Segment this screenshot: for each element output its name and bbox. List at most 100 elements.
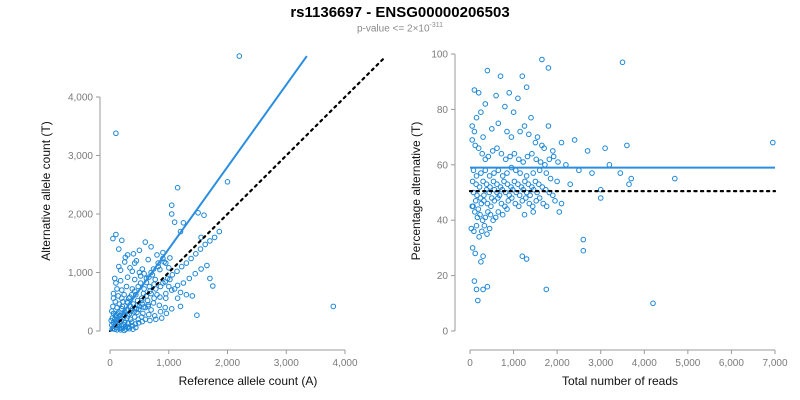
data-point [112, 313, 119, 319]
data-point [521, 123, 528, 129]
data-point [145, 256, 151, 263]
data-point [198, 266, 204, 272]
data-point [186, 275, 193, 282]
x-axis-label: Total number of reads [562, 374, 678, 388]
data-point [174, 184, 181, 191]
data-point [156, 302, 163, 309]
data-point [121, 259, 128, 265]
data-point [147, 317, 153, 324]
data-point [508, 134, 515, 140]
data-point [469, 178, 476, 185]
data-point [477, 211, 483, 218]
x-tick-label: 2,000 [545, 358, 570, 369]
data-point [142, 239, 149, 245]
data-point [497, 73, 504, 79]
data-point [473, 173, 480, 179]
data-point [201, 212, 207, 218]
data-point [528, 114, 534, 121]
data-point [137, 280, 144, 286]
data-point [494, 145, 500, 151]
x-axis-label: Reference allele count (A) [179, 374, 318, 388]
chart-title: rs1136697 - ENSG00000206503 [290, 4, 510, 21]
data-point [475, 90, 482, 96]
data-point [498, 150, 505, 157]
data-point [124, 299, 130, 305]
data-point [171, 286, 178, 292]
y-tick-label: 40 [437, 216, 449, 227]
data-point [148, 244, 154, 250]
data-point [131, 260, 138, 266]
data-point [481, 192, 487, 199]
data-point [571, 137, 578, 143]
data-point [470, 203, 476, 210]
data-point [472, 142, 479, 149]
data-point [108, 317, 114, 324]
data-point [507, 153, 513, 160]
data-point [207, 238, 213, 244]
data-point [114, 286, 120, 292]
data-point [161, 259, 167, 265]
data-point [495, 209, 502, 215]
data-point [475, 145, 482, 151]
data-point [482, 214, 489, 221]
data-point [122, 254, 129, 261]
data-point [511, 178, 518, 185]
data-point [150, 300, 157, 306]
data-point [224, 179, 231, 185]
data-point [516, 156, 522, 163]
data-point [489, 195, 495, 201]
data-point [525, 181, 532, 187]
data-point [493, 92, 499, 99]
data-point [330, 303, 337, 310]
data-point [472, 198, 479, 204]
y-axis-label: Percentage alternative (T) [409, 122, 423, 261]
data-point [171, 219, 178, 225]
data-point [487, 184, 493, 190]
data-point [174, 295, 181, 302]
data-point [533, 156, 540, 163]
data-point [619, 59, 626, 66]
data-point [510, 109, 517, 115]
data-point [524, 153, 531, 160]
data-point [146, 283, 153, 290]
data-point [530, 170, 537, 176]
data-point [177, 289, 184, 296]
data-point [129, 306, 136, 312]
data-point [469, 245, 476, 251]
data-point [488, 203, 494, 210]
data-point [491, 170, 497, 176]
data-point [188, 255, 194, 262]
data-point [504, 128, 510, 135]
data-point [485, 209, 491, 215]
data-point [529, 203, 536, 210]
data-point [204, 262, 210, 269]
data-point [133, 324, 139, 331]
data-point [189, 293, 196, 299]
data-point [119, 303, 126, 310]
data-point [478, 200, 485, 207]
data-point [567, 181, 574, 187]
data-point [113, 231, 119, 238]
x-tick-label: 2,000 [215, 358, 240, 369]
data-point [166, 265, 172, 271]
data-point [523, 189, 530, 196]
data-point [530, 186, 537, 193]
data-point [479, 228, 485, 235]
data-point [180, 220, 187, 226]
data-point [162, 304, 168, 311]
data-point [210, 283, 216, 289]
data-point [502, 156, 509, 163]
data-point [119, 295, 125, 302]
data-point [504, 206, 510, 212]
data-point [523, 173, 530, 179]
data-point [110, 295, 117, 302]
fit-line [109, 55, 308, 332]
data-point [174, 282, 181, 289]
data-point [163, 310, 170, 317]
data-point [478, 109, 484, 115]
data-point [484, 200, 491, 207]
scatter-panel-1: 0 1,000 2,000 3,000 4,000 0 1,000 2,000 3,000 4,0… [39, 53, 385, 388]
data-point [469, 123, 476, 129]
data-point [475, 206, 482, 212]
data-point [117, 277, 124, 284]
